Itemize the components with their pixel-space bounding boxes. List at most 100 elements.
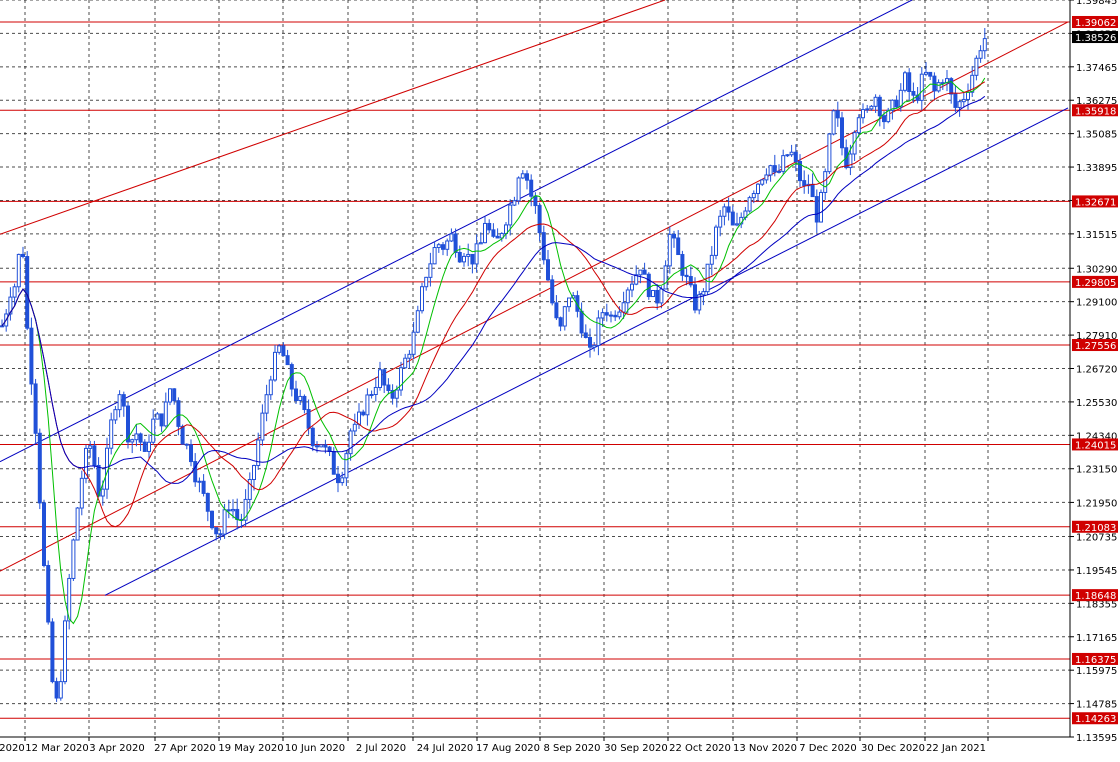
candle-body (751, 193, 756, 199)
candle (151, 409, 156, 445)
candle-body (8, 296, 13, 315)
candle-body (205, 492, 210, 512)
candle-body (126, 405, 130, 443)
candle (54, 677, 59, 702)
candle-body (957, 101, 962, 108)
candle (155, 412, 160, 420)
candle (579, 302, 584, 338)
candle (214, 527, 219, 541)
candle (58, 671, 63, 701)
candle (21, 246, 25, 259)
candle-body (529, 179, 534, 197)
level-label-bg (1072, 589, 1118, 602)
candle-body (924, 71, 928, 75)
candle-body (252, 465, 256, 481)
candle-body (567, 297, 571, 308)
price-tick-label: 1.25530 (1076, 398, 1117, 409)
candle-body (949, 78, 954, 95)
candle-body (214, 527, 219, 535)
candle-body (588, 336, 592, 348)
candle (907, 68, 912, 101)
date-tick-label: 22 Oct 2020 (669, 743, 731, 754)
candle (210, 510, 214, 530)
candle (667, 226, 672, 274)
candle-body (592, 344, 597, 348)
candle-body (583, 332, 588, 338)
candle-body (638, 269, 643, 276)
candle-body (281, 345, 286, 357)
candle (260, 404, 265, 446)
candle (201, 474, 206, 497)
candle-body (516, 177, 521, 202)
level-label: 1.14263 (1075, 714, 1116, 725)
candle (457, 245, 462, 263)
candle-body (268, 379, 273, 396)
level-label: 1.39062 (1075, 18, 1116, 29)
candle (919, 67, 924, 112)
candle-body (21, 253, 25, 258)
candle (739, 212, 744, 229)
price-tick-label: 1.37465 (1076, 63, 1117, 74)
date-tick-label: 2 Jul 2020 (356, 743, 406, 754)
candle (600, 308, 605, 327)
candle-body (877, 96, 882, 117)
candle (12, 283, 17, 306)
candle-body (819, 191, 823, 223)
candle-body (134, 433, 139, 441)
level-label-bg (1072, 15, 1118, 28)
candle (529, 174, 534, 207)
candle (978, 45, 983, 63)
candle-body (814, 196, 819, 223)
candle (121, 391, 126, 417)
candle-body (554, 302, 559, 319)
candle-body (856, 117, 861, 134)
candle (764, 168, 769, 184)
candle-body (168, 388, 172, 403)
candle-body (621, 302, 626, 313)
candle-body (294, 388, 298, 402)
candle (789, 144, 794, 157)
candle-body (390, 389, 395, 399)
candle-body (827, 133, 832, 173)
ma-fast-line (1, 77, 986, 625)
candle-body (226, 509, 231, 512)
level-label: 1.24015 (1075, 440, 1116, 451)
candle (336, 466, 340, 493)
candle-body (550, 279, 555, 304)
candle (470, 253, 475, 274)
candle-body (676, 237, 681, 256)
candle-body (453, 233, 458, 253)
price-tick-label: 1.14785 (1076, 700, 1117, 711)
candle-body (218, 533, 223, 536)
candle (680, 250, 685, 282)
candle (142, 439, 147, 452)
level-label: 1.32671 (1075, 197, 1116, 208)
candle (352, 413, 357, 436)
candle (684, 268, 689, 286)
price-tick-label: 1.31515 (1076, 230, 1117, 241)
date-tick-label: 17 Aug 2020 (476, 743, 540, 754)
candle-body (210, 510, 214, 529)
candle (760, 179, 765, 187)
candle (894, 95, 899, 109)
candle (33, 378, 38, 445)
candle-body (75, 507, 80, 541)
candle (365, 388, 370, 426)
candle (71, 538, 76, 581)
candle-body (533, 195, 538, 207)
candle (264, 384, 269, 422)
level-label-bg (1072, 520, 1118, 533)
candle-body (71, 539, 76, 579)
candle-body (609, 314, 613, 317)
candle (932, 72, 937, 101)
date-tick-label: 12 Mar 2020 (25, 743, 88, 754)
candle (319, 444, 324, 448)
candle (268, 375, 273, 400)
candle-body (722, 206, 727, 217)
candle-body (634, 274, 639, 285)
ma-slow-line (1, 95, 986, 484)
candle-body (260, 412, 265, 441)
candle-body (117, 394, 122, 411)
